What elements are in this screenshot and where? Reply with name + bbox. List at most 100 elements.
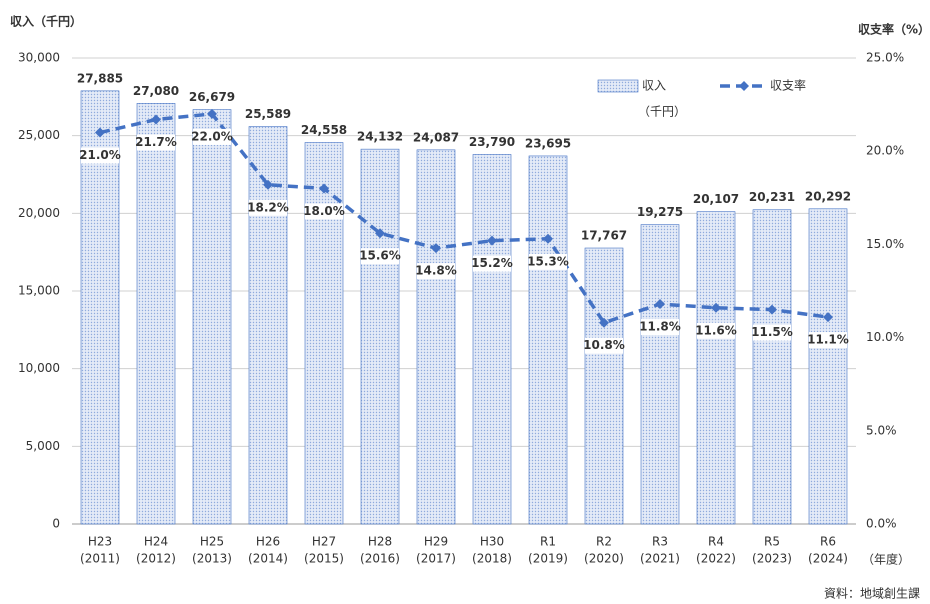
x-tick-label: (2016) [360,552,400,566]
line-marker [151,114,161,125]
line-marker [767,304,777,315]
line-value-label: 11.5% [751,325,793,339]
bar [192,109,232,525]
y2-tick-label: 20.0% [866,144,904,158]
x-tick-label: R1 [540,535,556,549]
x-tick-label: H26 [256,535,280,549]
line-label-bg [417,263,455,280]
line-value-label: 11.1% [807,333,849,347]
y2-tick-label: 25.0% [866,51,904,65]
y-tick-label: 5,000 [26,439,60,453]
line-value-label: 18.2% [247,200,289,214]
legend-label: 収入 [642,79,666,93]
bar [472,154,512,525]
y-tick-label: 0 [52,517,60,531]
x-tick-label: H29 [424,535,448,549]
line-label-bg [305,203,343,220]
line-label-bg [585,337,623,354]
line-marker [655,299,665,310]
y-tick-label: 30,000 [18,51,60,65]
x-tick-label: (2015) [304,552,344,566]
bar [136,103,176,525]
x-tick-label: H24 [144,535,168,549]
x-tick-label: R4 [708,535,724,549]
line-label-bg [753,324,791,341]
line-value-label: 21.7% [135,135,177,149]
line-label-bg [473,255,511,272]
line-marker [487,235,497,246]
line-label-bg [697,322,735,339]
x-tick-label: (2018) [472,552,512,566]
line-value-label: 18.0% [303,204,345,218]
bar-value-label: 20,107 [693,192,739,206]
x-tick-label: (2022) [696,552,736,566]
line-marker [543,233,553,244]
x-tick-label: R5 [764,535,780,549]
x-tick-label: (2011) [80,552,120,566]
line [99,112,829,325]
x-tick-label: (2019) [528,552,568,566]
bar-value-label: 20,292 [805,189,851,203]
bar [584,247,624,525]
bar-value-label: 17,767 [581,229,627,243]
line-label-bg [361,248,399,265]
x-tick-label: R6 [820,535,836,549]
y2-tick-label: 5.0% [866,423,897,437]
line-marker [711,302,721,313]
line-label-bg [137,134,175,151]
bar [416,149,456,525]
bar-value-label: 23,695 [525,136,571,150]
line-value-label: 15.3% [527,254,569,268]
line-label-bg [529,253,567,270]
y2-tick-label: 10.0% [866,330,904,344]
line-marker [95,127,105,138]
y-axis-label: 収入（千円） [10,14,82,29]
y2-axis-label: 収支率（%） [858,22,930,37]
x-tick-label: (2013) [192,552,232,566]
line-marker [599,317,609,328]
legend-unit: （千円） [638,105,686,119]
line-label-bg [81,147,119,164]
x-tick-label: (2023) [752,552,792,566]
x-tick-label: H27 [312,535,336,549]
y-tick-label: 20,000 [18,206,60,220]
x-tick-label: R3 [652,535,668,549]
source: 資料：地域創生課 [824,586,920,601]
line-value-label: 15.2% [471,256,513,270]
line-label-bg [641,319,679,336]
bar-value-label: 19,275 [637,205,683,219]
legend-label: 収支率 [770,78,806,93]
x-tick-label: H28 [368,535,392,549]
legend-marker [739,81,749,91]
line-value-label: 11.6% [695,323,737,337]
legend-swatch [597,79,639,93]
line-marker [823,312,833,323]
bar [640,224,680,525]
bar-value-label: 23,790 [469,135,515,149]
line-label-bg [809,332,847,349]
y2-tick-label: 0.0% [866,517,897,531]
line-value-label: 22.0% [191,129,233,143]
bar-value-label: 25,589 [245,107,291,121]
line-marker [431,243,441,254]
x-tick-label: (2024) [808,552,848,566]
x-tick-label: H23 [88,535,112,549]
y2-tick-label: 15.0% [866,237,904,251]
bar-value-label: 27,885 [77,71,123,85]
bar-value-label: 20,231 [749,190,795,204]
x-tick-label: (2014) [248,552,288,566]
line-marker [263,179,273,190]
line-label-bg [249,199,287,216]
x-tick-label: (2012) [136,552,176,566]
bar-value-label: 24,132 [357,130,403,144]
bar-value-label: 26,679 [189,90,235,104]
bar [752,209,792,525]
line-value-label: 15.6% [359,249,401,263]
bar-value-label: 24,087 [413,130,459,144]
y-tick-label: 10,000 [18,361,60,375]
line-marker [375,228,385,239]
line-value-label: 21.0% [79,148,121,162]
y-tick-label: 15,000 [18,284,60,298]
bar [528,155,568,525]
